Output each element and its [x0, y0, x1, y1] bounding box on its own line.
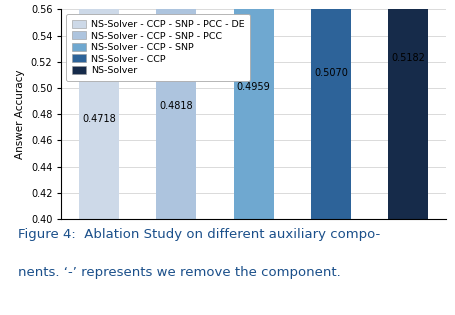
Legend: NS-Solver - CCP - SNP - PCC - DE, NS-Solver - CCP - SNP - PCC, NS-Solver - CCP -: NS-Solver - CCP - SNP - PCC - DE, NS-Sol…	[66, 14, 250, 81]
Text: nents. ‘-’ represents we remove the component.: nents. ‘-’ represents we remove the comp…	[18, 266, 341, 279]
Text: 0.4959: 0.4959	[237, 82, 271, 92]
Text: 0.5182: 0.5182	[391, 53, 425, 63]
Text: Figure 4:  Ablation Study on different auxiliary compo-: Figure 4: Ablation Study on different au…	[18, 228, 380, 241]
Text: 0.4718: 0.4718	[82, 114, 116, 124]
Bar	[388, 0, 429, 219]
Text: 0.4818: 0.4818	[160, 101, 193, 111]
Bar	[311, 0, 351, 219]
Text: 0.5070: 0.5070	[314, 68, 348, 78]
Bar	[156, 0, 197, 219]
Y-axis label: Answer Accuracy: Answer Accuracy	[15, 69, 25, 159]
Bar	[79, 0, 119, 219]
Bar	[233, 0, 274, 219]
